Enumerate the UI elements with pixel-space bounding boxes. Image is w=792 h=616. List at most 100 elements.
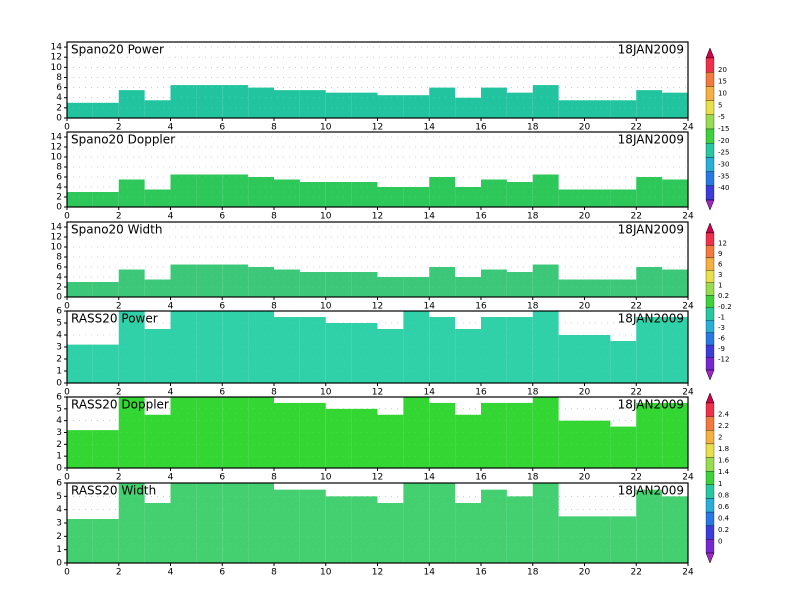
height-bar	[506, 272, 533, 297]
y-tick-label: 0	[56, 559, 62, 569]
colorbar-segment	[705, 185, 715, 201]
x-tick-label: 6	[219, 123, 225, 133]
height-bar	[170, 174, 197, 207]
height-bar	[92, 192, 119, 207]
colorbar-segment	[705, 282, 715, 296]
height-bar	[506, 402, 533, 468]
height-bar	[636, 402, 663, 468]
height-bar	[118, 397, 145, 468]
height-bar	[92, 519, 119, 563]
y-tick-label: 10	[51, 243, 63, 253]
y-tick-label: 1	[56, 367, 62, 377]
colorbar-label: 0.6	[718, 503, 730, 511]
colorbar-segment	[705, 402, 715, 417]
y-tick-label: 5	[56, 319, 62, 329]
colorbar-segment	[705, 416, 715, 431]
height-bar	[636, 90, 663, 118]
height-bar	[325, 323, 352, 383]
height-bar	[325, 408, 352, 468]
panel-date: 18JAN2009	[618, 133, 684, 147]
x-tick-label: 24	[682, 568, 694, 578]
colorbar-label: -15	[718, 125, 729, 133]
height-bar	[222, 85, 249, 118]
height-bar	[506, 182, 533, 207]
height-bar	[351, 272, 378, 297]
x-tick-label: 22	[631, 212, 642, 222]
x-tick-label: 6	[219, 473, 225, 483]
height-bar	[506, 92, 533, 118]
colorbar-segment	[705, 245, 715, 259]
height-bar	[455, 187, 481, 207]
y-tick-label: 2	[56, 193, 62, 203]
height-bar	[118, 311, 145, 383]
height-bar	[584, 335, 611, 383]
height-bar	[248, 87, 274, 118]
height-bar	[170, 483, 197, 563]
colorbar-label: 1	[718, 480, 722, 488]
height-bar	[455, 277, 481, 297]
y-tick-label: 6	[56, 393, 62, 403]
height-bar	[377, 95, 404, 118]
x-tick-label: 16	[475, 473, 487, 483]
x-tick-label: 12	[372, 388, 383, 398]
colorbar-segment	[705, 539, 715, 554]
x-tick-label: 14	[424, 473, 436, 483]
colorbar-segment	[705, 320, 715, 333]
colorbar-arrow	[705, 552, 715, 564]
y-tick-label: 4	[56, 93, 62, 103]
y-tick-label: 12	[51, 53, 62, 63]
x-tick-label: 16	[475, 302, 487, 312]
height-bar	[610, 279, 637, 297]
y-tick-label: 12	[51, 143, 62, 153]
panel-date: 18JAN2009	[618, 398, 684, 412]
colorbar-label: -40	[718, 184, 729, 192]
colorbar-label: 20	[718, 66, 727, 74]
colorbar-segment	[705, 357, 715, 371]
x-tick-label: 4	[168, 473, 174, 483]
height-bar	[558, 100, 585, 118]
colorbar-label: 1	[718, 282, 722, 290]
colorbar-segment	[705, 525, 715, 540]
panel-frame	[66, 482, 689, 564]
x-tick-label: 16	[475, 388, 487, 398]
colorbar-segment	[705, 344, 715, 358]
height-bar	[325, 496, 352, 563]
x-tick-label: 20	[579, 302, 591, 312]
height-bar	[636, 489, 663, 563]
colorbar-label: 1.6	[718, 457, 730, 465]
height-bar	[532, 174, 559, 207]
y-tick-label: 8	[56, 73, 62, 83]
height-bar	[299, 272, 326, 297]
x-tick-label: 24	[682, 212, 694, 222]
x-tick-label: 20	[579, 388, 591, 398]
colorbar-segment	[705, 86, 715, 101]
colorbar-label: 2	[718, 434, 722, 442]
height-bar	[351, 92, 378, 118]
panel-title: Spano20 Width	[71, 223, 162, 237]
height-bar	[506, 496, 533, 563]
x-tick-label: 24	[682, 123, 694, 133]
colorbar-label: 1.4	[718, 468, 730, 476]
colorbar-arrow	[705, 392, 715, 404]
colorbar-label: 10	[718, 90, 727, 98]
height-bar	[584, 279, 611, 297]
x-tick-label: 14	[424, 302, 436, 312]
colorbar-segment	[705, 471, 715, 485]
panel-date: 18JAN2009	[618, 484, 684, 498]
height-bar	[325, 92, 352, 118]
height-bar	[610, 100, 637, 118]
height-bar	[274, 402, 300, 468]
y-tick-label: 10	[51, 63, 63, 73]
colorbar-label: 6	[718, 261, 723, 269]
height-bar	[584, 516, 611, 563]
y-tick-label: 3	[56, 428, 62, 438]
height-bar	[481, 269, 507, 297]
height-bar	[92, 282, 119, 297]
height-bar	[222, 264, 249, 297]
x-tick-label: 0	[64, 123, 70, 133]
height-bar	[299, 182, 326, 207]
colorbar-segment	[705, 72, 715, 87]
height-bar	[67, 282, 93, 297]
x-tick-label: 0	[64, 302, 70, 312]
